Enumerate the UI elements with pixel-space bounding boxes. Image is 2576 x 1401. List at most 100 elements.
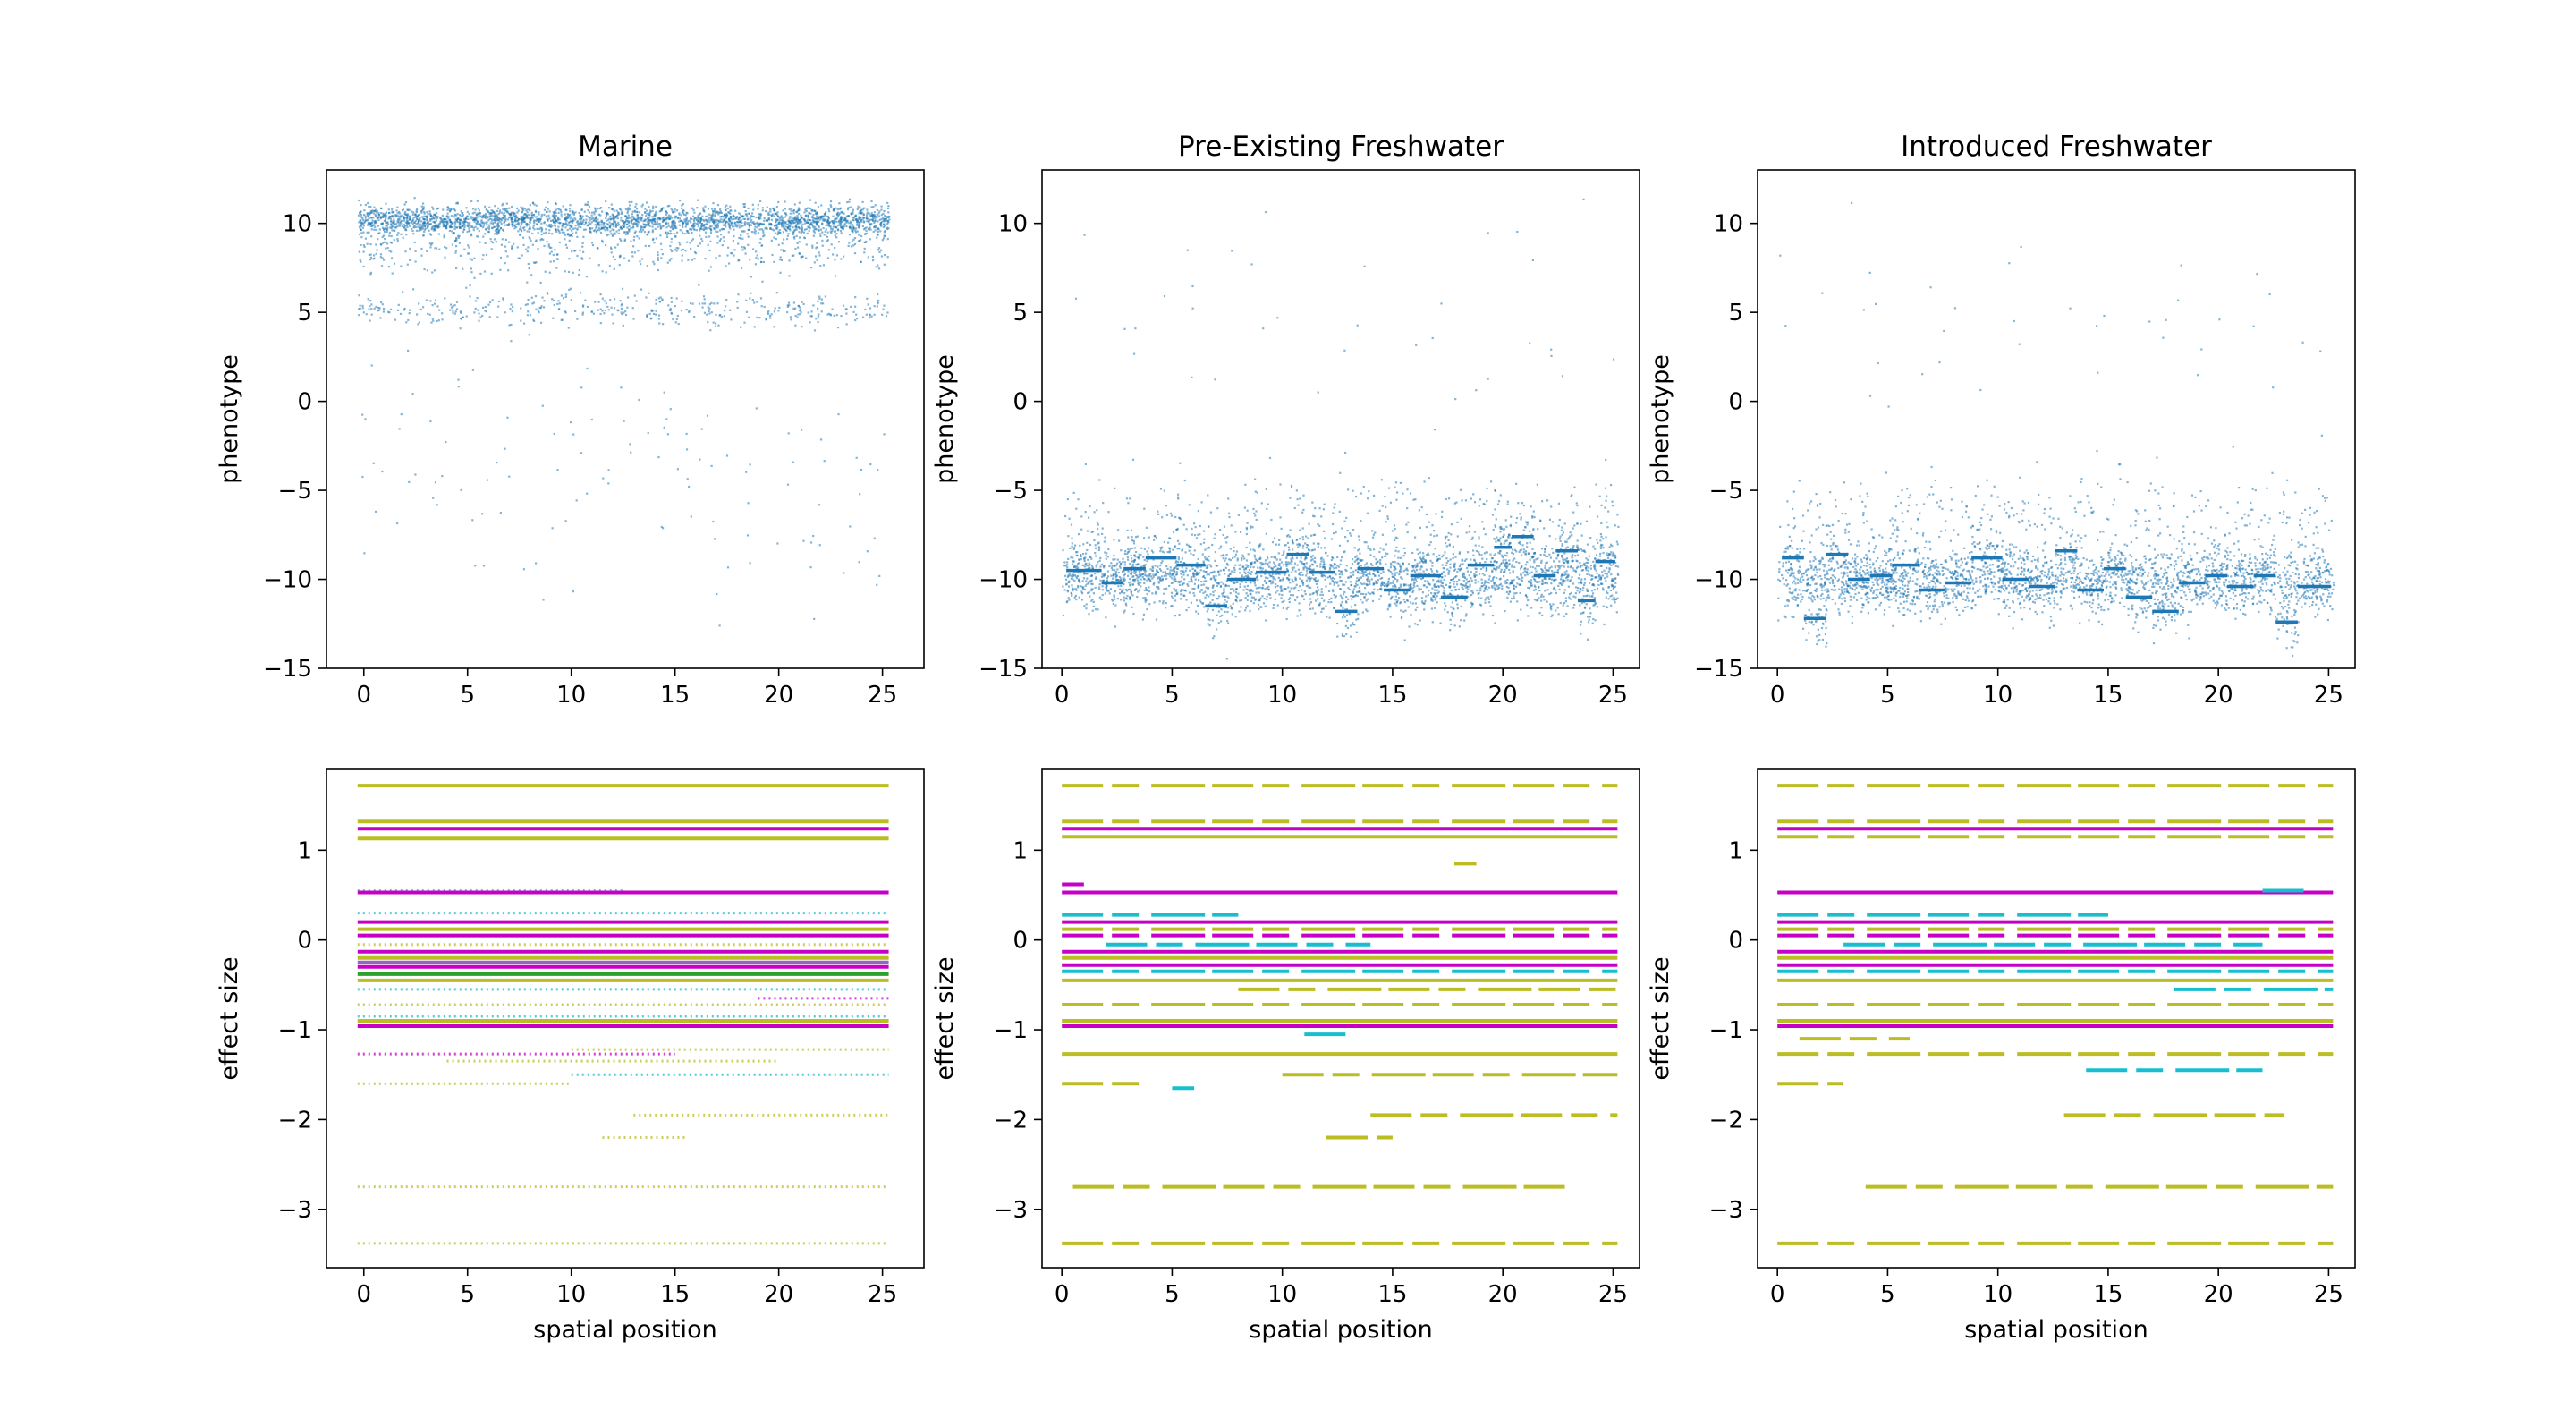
scatter-point: [490, 248, 493, 250]
scatter-point: [823, 219, 826, 222]
scatter-point: [846, 201, 849, 204]
scatter-point: [878, 218, 881, 221]
scatter-point: [880, 255, 883, 258]
scatter-point: [499, 220, 502, 224]
scatter-point: [543, 221, 546, 224]
scatter-point: [428, 229, 430, 232]
scatter-point: [1381, 556, 1384, 559]
scatter-point: [725, 204, 728, 207]
scatter-point: [494, 221, 496, 224]
scatter-point: [1099, 565, 1102, 568]
scatter-point: [616, 217, 619, 220]
scatter-point: [567, 224, 570, 226]
scatter-point: [622, 225, 624, 227]
scatter-point: [1402, 562, 1404, 565]
scatter-point: [697, 214, 699, 217]
scatter-point: [762, 231, 765, 234]
scatter-point: [521, 226, 524, 229]
scatter-point: [1275, 573, 1278, 575]
scatter-point: [794, 247, 797, 250]
scatter-point: [1230, 570, 1233, 573]
scatter-point: [1392, 585, 1394, 588]
scatter-point: [837, 241, 840, 243]
scatter-point: [756, 301, 758, 303]
scatter-point: [1063, 565, 1066, 567]
scatter-point: [672, 222, 675, 225]
scatter-point: [1157, 587, 1160, 590]
scatter-point: [648, 213, 651, 217]
scatter-point: [637, 217, 640, 219]
scatter-point: [1444, 538, 1446, 540]
scatter-point: [651, 222, 654, 225]
scatter-point: [1419, 526, 1421, 529]
scatter-point: [1250, 564, 1253, 566]
scatter-point: [476, 235, 479, 238]
scatter-point: [1465, 531, 1468, 534]
scatter-point: [562, 297, 565, 300]
scatter-point: [1112, 574, 1115, 577]
scatter-point: [501, 219, 504, 222]
scatter-point: [748, 212, 750, 215]
scatter-point: [818, 251, 820, 254]
scatter-point: [756, 221, 759, 224]
scatter-point: [535, 204, 538, 207]
scatter-point: [479, 223, 481, 225]
scatter-point: [1353, 547, 1356, 549]
scatter-point: [1449, 563, 1452, 565]
scatter-point: [469, 295, 471, 298]
scatter-point: [1572, 567, 1574, 570]
scatter-point: [534, 209, 537, 212]
scatter-point: [1473, 573, 1476, 575]
scatter-point: [695, 229, 699, 232]
scatter-point: [636, 225, 639, 228]
scatter-point: [513, 215, 516, 217]
scatter-point: [1157, 577, 1159, 580]
scatter-point: [1458, 551, 1462, 554]
scatter-point: [521, 211, 523, 214]
scatter-point: [645, 215, 648, 217]
scatter-point: [538, 311, 540, 314]
scatter-point: [1326, 616, 1328, 618]
scatter-point: [877, 212, 880, 215]
scatter-point: [1530, 585, 1532, 588]
scatter-point: [407, 222, 411, 225]
scatter-point: [1205, 586, 1208, 589]
scatter-point: [1262, 548, 1265, 551]
scatter-point: [1406, 569, 1409, 572]
scatter-point: [1245, 546, 1248, 549]
scatter-point: [1131, 563, 1134, 565]
scatter-point: [663, 225, 665, 227]
scatter-point: [513, 227, 516, 230]
scatter-point: [866, 220, 869, 223]
scatter-point: [820, 204, 823, 207]
scatter-point: [429, 420, 432, 423]
scatter-point: [797, 223, 800, 225]
scatter-point: [642, 223, 645, 225]
scatter-point: [617, 223, 620, 226]
scatter-point: [497, 300, 500, 303]
scatter-point: [581, 245, 584, 248]
scatter-point: [812, 213, 815, 217]
scatter-point: [616, 215, 619, 217]
scatter-point: [1292, 566, 1295, 569]
scatter-point: [1295, 583, 1298, 586]
scatter-point: [1223, 588, 1225, 590]
scatter-point: [821, 219, 825, 222]
scatter-point: [508, 216, 511, 219]
scatter-point: [666, 231, 669, 234]
scatter-point: [1296, 596, 1299, 599]
scatter-point: [841, 225, 843, 228]
scatter-point: [700, 237, 703, 240]
scatter-point: [1083, 565, 1086, 568]
scatter-point: [444, 224, 446, 227]
scatter-point: [1596, 572, 1598, 574]
scatter-point: [729, 227, 732, 230]
scatter-point: [869, 463, 872, 466]
scatter-point: [463, 219, 466, 222]
scatter-point: [534, 216, 537, 218]
scatter-point: [520, 217, 523, 219]
scatter-point: [794, 217, 797, 219]
scatter-point: [1249, 609, 1251, 613]
scatter-point: [1610, 573, 1613, 576]
scatter-point: [737, 242, 740, 245]
